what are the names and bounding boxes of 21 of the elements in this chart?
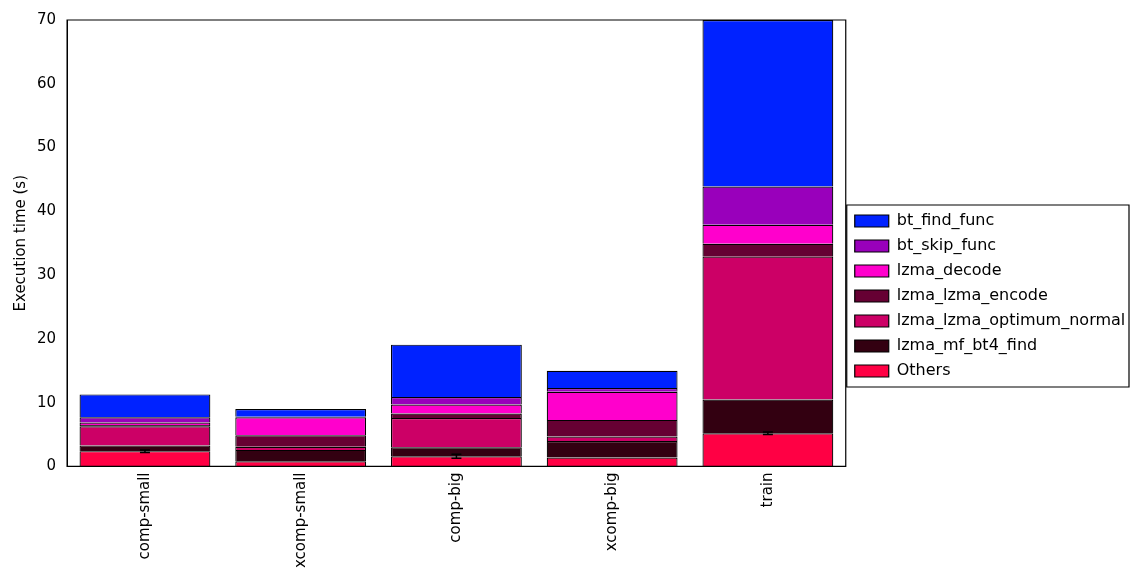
x-tick-label: train [757,472,776,508]
y-tick-label: 50 [36,137,57,156]
x-tick-label: xcomp-big [602,472,621,552]
y-tick-label: 20 [36,328,57,347]
legend-label: lzma_lzma_optimum_normal [896,310,1126,331]
legend-label: bt_find_func [896,210,995,231]
y-tick-label: 70 [36,9,57,28]
legend-label: lzma_mf_bt4_find [896,335,1038,356]
y-tick-label: 30 [36,265,57,284]
legend-label: lzma_decode [896,260,1002,281]
legend-label: lzma_lzma_encode [896,285,1048,306]
y-tick-label: 60 [36,73,57,92]
legend-label: Others [896,360,951,380]
x-tick-label: xcomp-small [290,472,309,569]
legend-label: bt_skip_func [896,235,997,256]
y-axis-title: Execution time (s) [10,174,29,312]
y-tick-label: 40 [36,201,57,220]
y-tick-label: 10 [36,392,57,411]
y-tick-label: 0 [46,456,57,475]
x-tick-label: comp-big [446,472,465,543]
x-tick-label: comp-small [134,472,153,560]
